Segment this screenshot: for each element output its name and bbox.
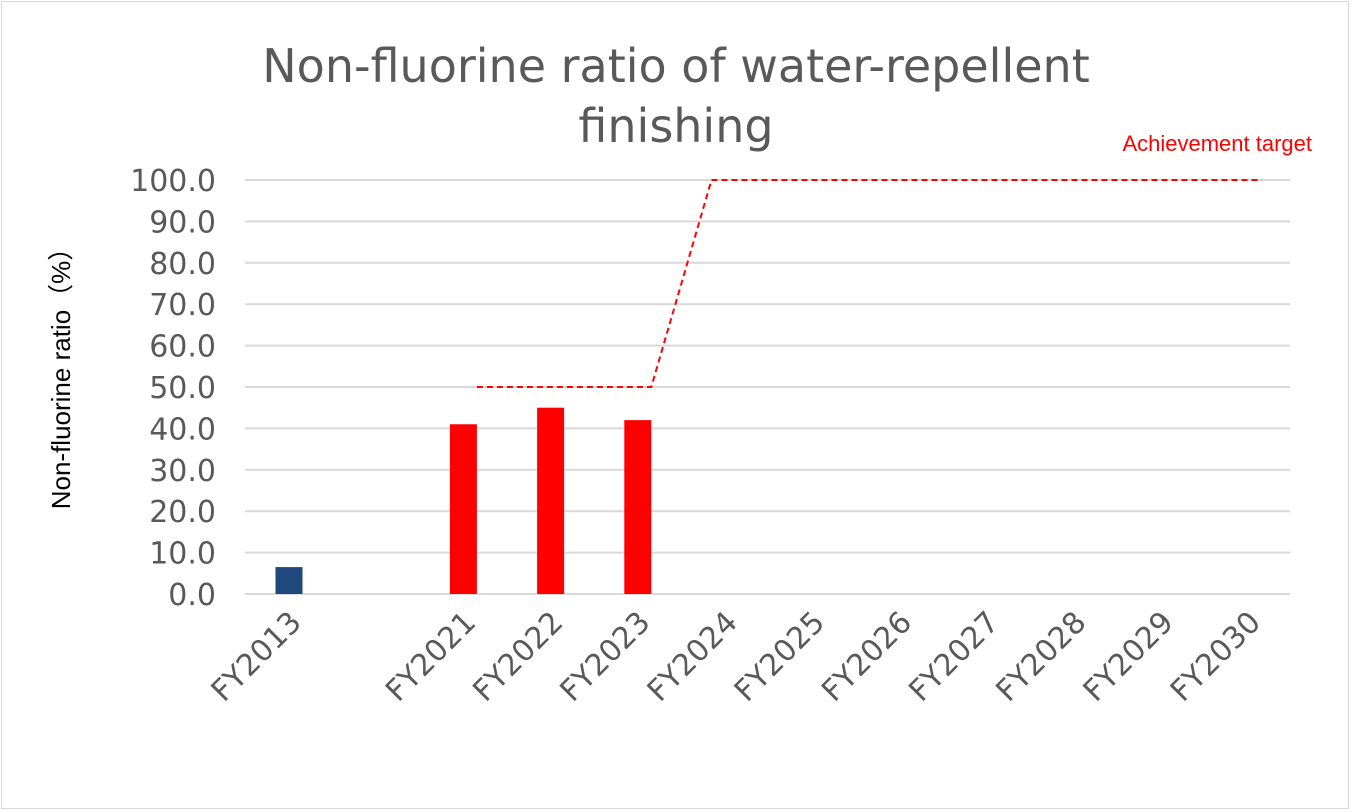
bar xyxy=(275,567,303,594)
target-annotation: Achievement target xyxy=(1122,131,1312,156)
y-tick-label: 40.0 xyxy=(149,412,216,447)
y-tick-label: 90.0 xyxy=(149,205,216,240)
bar xyxy=(537,407,565,594)
y-tick-label: 20.0 xyxy=(149,495,216,530)
x-tick-label: FY2022 xyxy=(466,605,570,709)
bars xyxy=(275,407,652,594)
y-axis-ticks: 0.0 10.0 20.0 30.0 40.0 50.0 60.0 70.0 80.0 90.0 1… xyxy=(130,164,216,613)
chart-title-line: Non-fluorine ratio of water-repellent xyxy=(262,39,1089,93)
x-tick-label: FY2026 xyxy=(815,605,919,709)
x-tick-label: FY2027 xyxy=(902,605,1006,709)
target-line xyxy=(476,179,1262,388)
x-axis-ticks: FY2013 FY2021FY2022FY2023FY2024FY2025FY20… xyxy=(205,605,1268,709)
gridlines xyxy=(245,179,1290,595)
target-line-path xyxy=(476,179,1262,388)
y-tick-label: 10.0 xyxy=(149,537,216,572)
y-tick-label: 70.0 xyxy=(149,288,216,323)
x-tick-label: FY2024 xyxy=(641,605,745,709)
y-tick-label: 50.0 xyxy=(149,371,216,406)
bar xyxy=(449,424,477,594)
x-tick-label: FY2030 xyxy=(1164,605,1268,709)
chart-title: Non-fluorine ratio of water-repellent fin… xyxy=(262,39,1089,153)
x-tick-label: FY2028 xyxy=(990,605,1094,709)
x-tick-label: FY2013 xyxy=(205,605,309,709)
x-tick-label: FY2023 xyxy=(554,605,658,709)
y-axis-label: Non-fluorine ratio（%） xyxy=(46,235,76,510)
y-tick-label: 100.0 xyxy=(130,164,216,199)
y-tick-label: 0.0 xyxy=(168,578,216,613)
x-tick-label: FY2029 xyxy=(1077,605,1181,709)
x-tick-label: FY2025 xyxy=(728,605,832,709)
y-tick-label: 60.0 xyxy=(149,330,216,365)
x-tick-label: FY2021 xyxy=(379,605,483,709)
bar xyxy=(624,420,652,594)
y-tick-label: 30.0 xyxy=(149,454,216,489)
y-tick-label: 80.0 xyxy=(149,247,216,282)
chart-title-line: finishing xyxy=(578,99,773,153)
